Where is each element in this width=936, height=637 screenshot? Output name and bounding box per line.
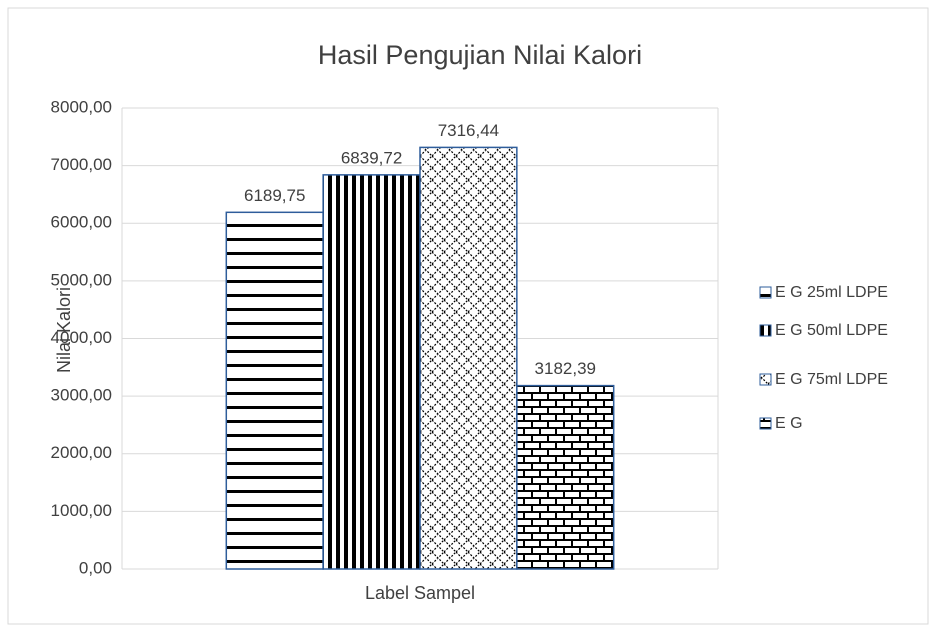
x-axis-label: Label Sampel xyxy=(365,583,475,603)
legend-label: E G 50ml LDPE xyxy=(775,322,888,339)
y-tick-label: 2000,00 xyxy=(51,443,112,462)
y-tick-label: 7000,00 xyxy=(51,155,112,174)
y-axis-label: Nilai Kalori xyxy=(54,287,74,373)
y-tick-label: 6000,00 xyxy=(51,213,112,232)
bar xyxy=(225,211,324,570)
y-tick-label: 5000,00 xyxy=(51,270,112,289)
legend-label: E G 75ml LDPE xyxy=(775,371,888,388)
data-label: 6189,75 xyxy=(244,186,305,205)
legend-swatch xyxy=(759,373,772,386)
data-label: 3182,39 xyxy=(535,359,596,378)
chart-title: Hasil Pengujian Nilai Kalori xyxy=(318,40,642,70)
legend-label: E G 25ml LDPE xyxy=(775,284,888,301)
y-tick-label: 0,00 xyxy=(79,558,112,577)
bar xyxy=(419,146,518,570)
data-label: 6839,72 xyxy=(341,148,402,167)
y-tick-label: 8000,00 xyxy=(51,97,112,116)
y-tick-label: 1000,00 xyxy=(51,501,112,520)
legend-swatch xyxy=(759,417,772,430)
legend-swatch xyxy=(759,324,772,337)
y-tick-label: 3000,00 xyxy=(51,386,112,405)
bar xyxy=(322,174,421,570)
bar xyxy=(516,384,615,570)
legend-swatch xyxy=(759,286,772,299)
y-tick-label: 4000,00 xyxy=(51,328,112,347)
legend-label: E G xyxy=(775,415,803,432)
data-label: 7316,44 xyxy=(438,121,499,140)
